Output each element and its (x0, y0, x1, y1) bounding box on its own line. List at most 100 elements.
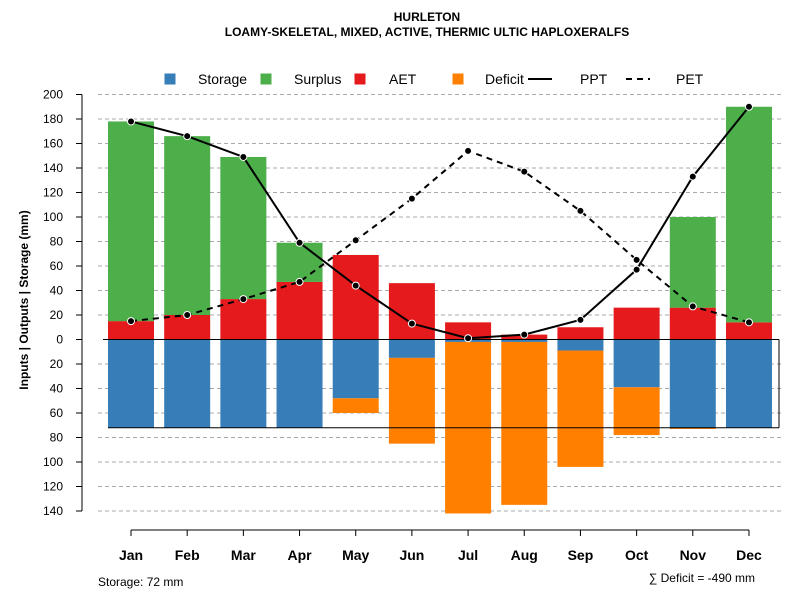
bar-aet-apr (276, 281, 323, 340)
y-tick-label: 120 (43, 480, 63, 494)
bar-storage-jan (108, 339, 154, 428)
y-tick-label: 0 (56, 333, 63, 347)
bar-storage-aug (501, 339, 548, 342)
y-tick-label: 80 (50, 235, 64, 249)
storage-note: Storage: 72 mm (98, 575, 183, 589)
chart-subtitle: LOAMY-SKELETAL, MIXED, ACTIVE, THERMIC U… (225, 25, 629, 39)
bar-aet-jan (108, 321, 154, 340)
legend-label-aet: AET (389, 71, 417, 87)
bar-storage-oct (613, 339, 660, 388)
bar-aet-jun (388, 283, 435, 340)
ppt-line (130, 106, 750, 340)
pet-point-apr (295, 277, 304, 286)
y-axis: 2001801601401201008060402002040608010012… (43, 88, 83, 518)
ppt-point-may (351, 281, 360, 290)
bar-aet-dec (725, 322, 772, 340)
legend-swatch-surplus (260, 73, 272, 85)
bar-surplus-jan (108, 121, 154, 322)
bar-storage-jun (388, 339, 435, 358)
y-tick-label: 60 (50, 406, 64, 420)
pet-point-nov (688, 302, 697, 311)
y-tick-label: 80 (50, 431, 64, 445)
legend-label-ppt: PPT (580, 71, 608, 87)
pet-point-mar (239, 295, 248, 304)
y-tick-label: 100 (43, 455, 63, 469)
legend-swatch-storage (164, 73, 176, 85)
x-tick-label-aug: Aug (511, 547, 538, 563)
pet-point-feb (183, 311, 192, 319)
gridlines (98, 94, 781, 512)
x-axis: Jan Feb Mar Apr May Jun Jul Aug Sep Oct Nov Dec (119, 529, 762, 563)
x-tick-label-may: May (342, 547, 369, 563)
bar-aet-mar (220, 299, 267, 340)
y-tick-label: 140 (43, 504, 63, 518)
x-tick-label-feb: Feb (175, 547, 200, 563)
y-tick-label: 20 (50, 357, 64, 371)
bar-surplus-dec (725, 106, 772, 323)
y-tick-label: 120 (43, 186, 63, 200)
bar-surplus-feb (164, 136, 211, 315)
pet-point-dec (744, 318, 753, 327)
x-tick-label-mar: Mar (231, 547, 256, 563)
pet-point-sep (576, 206, 585, 215)
y-tick-label: 140 (43, 161, 63, 175)
ppt-point-feb (183, 132, 192, 141)
x-tick-label-jun: Jun (399, 547, 424, 563)
y-tick-label: 160 (43, 137, 63, 151)
pet-point-jan (127, 317, 135, 326)
y-tick-label: 60 (50, 259, 64, 273)
bar-aet-sep (557, 327, 604, 340)
bar-storage-sep (557, 339, 604, 351)
y-tick-label: 100 (43, 210, 63, 224)
x-tick-label-jul: Jul (458, 547, 478, 563)
x-tick-label-nov: Nov (680, 547, 707, 563)
bar-storage-nov (669, 339, 716, 428)
legend-swatch-deficit (452, 73, 464, 85)
ppt-point-jun (407, 319, 416, 328)
bar-deficit-aug (501, 341, 548, 505)
ppt-point-jul (464, 334, 473, 343)
bar-storage-feb (164, 339, 211, 428)
bar-surplus-apr (276, 242, 323, 282)
legend-label-surplus: Surplus (294, 71, 341, 87)
ppt-point-jan (127, 117, 135, 126)
ppt-point-sep (576, 315, 585, 324)
ppt-point-nov (688, 172, 697, 181)
bar-storage-may (332, 339, 379, 399)
chart-title: HURLETON (394, 10, 460, 24)
pet-point-jul (464, 146, 473, 155)
bars (103, 106, 780, 514)
pet-point-oct (632, 255, 641, 264)
legend: Storage Surplus AET Deficit PPT PET (164, 71, 704, 87)
bar-aet-nov (669, 307, 716, 340)
bar-aet-feb (164, 315, 211, 340)
x-tick-label-jan: Jan (119, 547, 143, 563)
bar-storage-apr (276, 339, 323, 428)
bar-storage-mar (220, 339, 267, 428)
bar-aet-oct (613, 307, 660, 340)
y-axis-label: Inputs | Outputs | Storage (mm) (17, 210, 31, 389)
y-tick-label: 200 (43, 88, 63, 102)
bar-deficit-nov (669, 427, 716, 429)
ppt-point-dec (744, 102, 753, 111)
bar-deficit-oct (613, 387, 660, 436)
y-tick-label: 180 (43, 112, 63, 126)
y-tick-label: 40 (50, 382, 64, 396)
y-tick-label: 20 (50, 308, 64, 322)
bar-aet-may (332, 254, 379, 340)
x-tick-label-dec: Dec (736, 547, 762, 563)
x-tick-label-apr: Apr (287, 547, 312, 563)
bar-surplus-mar (220, 156, 267, 300)
bar-deficit-jun (388, 357, 435, 444)
legend-swatch-aet (354, 73, 366, 85)
ppt-point-oct (632, 265, 641, 274)
ppt-point-aug (520, 330, 529, 339)
deficit-total: ∑ Deficit = -490 mm (649, 571, 755, 585)
bar-storage-dec (725, 339, 772, 428)
x-tick-label-oct: Oct (625, 547, 649, 563)
lines (127, 102, 753, 343)
pet-point-jun (407, 194, 416, 203)
legend-label-deficit: Deficit (485, 71, 524, 87)
bar-deficit-sep (557, 350, 604, 467)
